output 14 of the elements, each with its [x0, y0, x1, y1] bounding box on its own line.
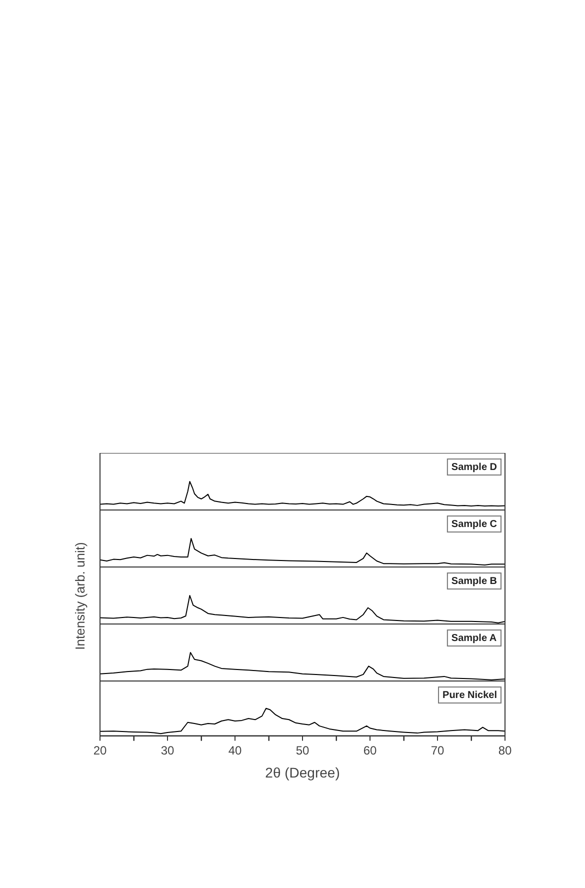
y-axis-title: Intensity (arb. unit) — [72, 542, 88, 650]
x-axis-title: 2θ (Degree) — [265, 764, 340, 780]
text: Pure Nickel — [442, 690, 498, 701]
text: Sample C — [451, 518, 498, 530]
x-tick-label: 70 — [430, 743, 444, 758]
x-tick-label: 20 — [93, 743, 107, 758]
x-tick-label: 80 — [498, 743, 512, 758]
text: Sample B — [451, 576, 498, 587]
text: Sample A — [451, 632, 497, 644]
x-tick-label: 30 — [160, 743, 174, 758]
x-tick-label: 50 — [296, 743, 310, 758]
text: Sample D — [451, 462, 498, 473]
x-tick-label: 40 — [228, 743, 242, 758]
x-tick-label: 60 — [363, 743, 377, 758]
